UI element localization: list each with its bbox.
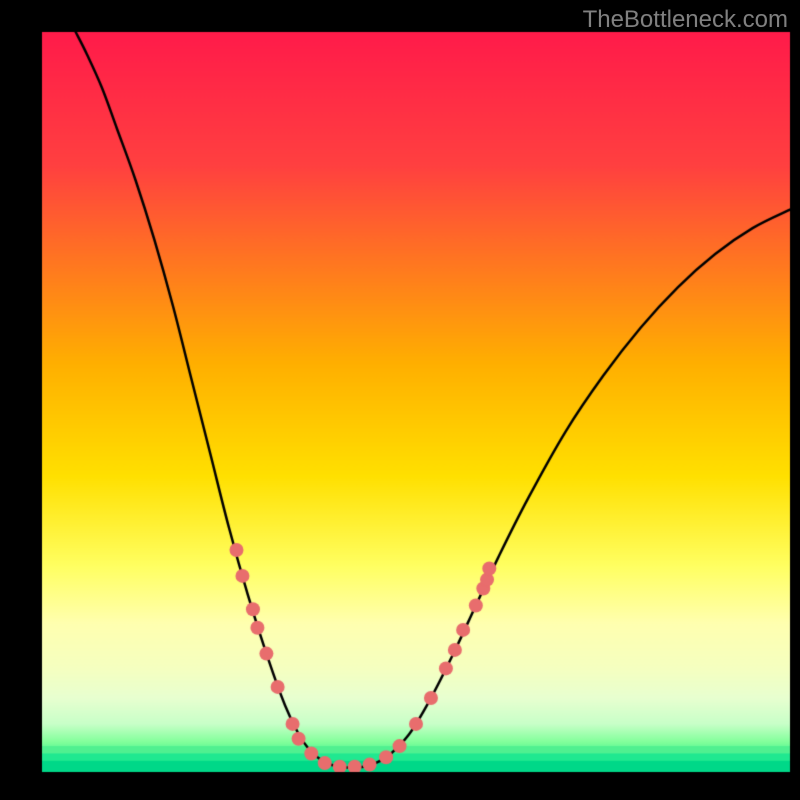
watermark-text: TheBottleneck.com <box>583 6 788 34</box>
chart-container: TheBottleneck.com <box>0 0 800 800</box>
bottleneck-curve-chart <box>0 0 800 800</box>
